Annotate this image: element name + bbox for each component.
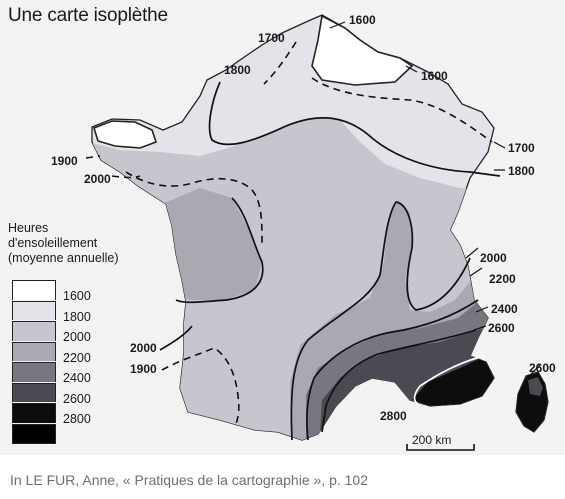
legend-swatch (12, 382, 56, 402)
legend: 1600 1800 2000 2200 2400 2600 2800 (12, 280, 132, 444)
isoline-1800 (208, 81, 501, 177)
isoline-2000-north (111, 175, 141, 179)
zone-1600-north (311, 14, 414, 86)
isoline-label: 1700 (258, 31, 285, 45)
scale-label: 200 km (412, 433, 452, 447)
leader-lines (329, 21, 541, 376)
map-figure: Une carte isoplèthe Heures d'ensoleillem… (0, 0, 565, 455)
legend-item: 2600 (12, 382, 132, 406)
legend-label: 2400 (63, 371, 91, 385)
isoline-label: 2000 (130, 341, 157, 355)
isoline-2200 (290, 201, 471, 441)
isoline-label: 1700 (508, 141, 535, 155)
legend-item: 2800 (12, 403, 132, 426)
isoline-1900 (85, 155, 263, 245)
isoline-label: 1600 (421, 69, 448, 83)
isoline-2800 (413, 355, 485, 405)
isoline-2000-south (159, 325, 193, 351)
legend-label: 2000 (63, 330, 91, 344)
legend-swatch (12, 403, 56, 423)
isoline-label: 2200 (489, 272, 516, 286)
isoline-label: 1800 (224, 63, 251, 77)
legend-item: 2400 (12, 362, 132, 385)
map-title: Une carte isoplèthe (8, 5, 168, 26)
isoline-label: 1800 (508, 164, 535, 178)
isoline-label: 2000 (480, 251, 507, 265)
isoline-1700 (263, 41, 493, 143)
source-caption: In LE FUR, Anne, « Pratiques de la carto… (10, 472, 368, 488)
legend-item: 2000 (12, 321, 132, 344)
legend-title-line-3: (moyenne annuelle) (8, 251, 119, 265)
legend-label: 1800 (63, 309, 91, 324)
isoline-label: 2400 (491, 302, 518, 316)
isoline-label: 1600 (349, 13, 376, 27)
scale-bar (406, 444, 475, 451)
isoline-label: 2600 (529, 361, 556, 375)
legend-swatch (12, 300, 56, 320)
legend-item (12, 423, 132, 444)
zone-1600-brittany (93, 120, 158, 149)
legend-title-line-2: d'ensoleillement (8, 236, 98, 250)
legend-swatch (12, 321, 56, 341)
isoline-2000-west (175, 197, 264, 304)
legend-label: 2600 (63, 391, 91, 406)
isopleth-map (85, 14, 549, 451)
legend-item: 1800 (12, 300, 132, 324)
legend-label: 1600 (63, 289, 91, 303)
isoline-2400 (306, 299, 479, 441)
isoline-label: 2000 (84, 172, 111, 186)
legend-title-line-1: Heures (8, 221, 49, 235)
legend-item: 1600 (12, 280, 132, 303)
isoline-label: 1900 (130, 362, 157, 376)
isoline-1900-south (161, 347, 240, 425)
legend-label: 2200 (63, 350, 91, 365)
legend-title: Heures d'ensoleillement (moyenne annuell… (8, 221, 119, 266)
isoline-label: 1900 (51, 154, 78, 168)
corsica-2600-zone (528, 377, 543, 396)
legend-swatch (12, 423, 56, 444)
legend-item: 2200 (12, 341, 132, 365)
legend-swatch (12, 362, 56, 382)
legend-label: 2800 (63, 412, 91, 426)
legend-swatch (12, 280, 56, 300)
legend-swatch (12, 341, 56, 361)
zone-2200-west (160, 188, 262, 300)
isoline-2600 (321, 329, 477, 433)
isoline-label: 2800 (380, 409, 407, 423)
isoline-label: 2600 (488, 321, 515, 335)
